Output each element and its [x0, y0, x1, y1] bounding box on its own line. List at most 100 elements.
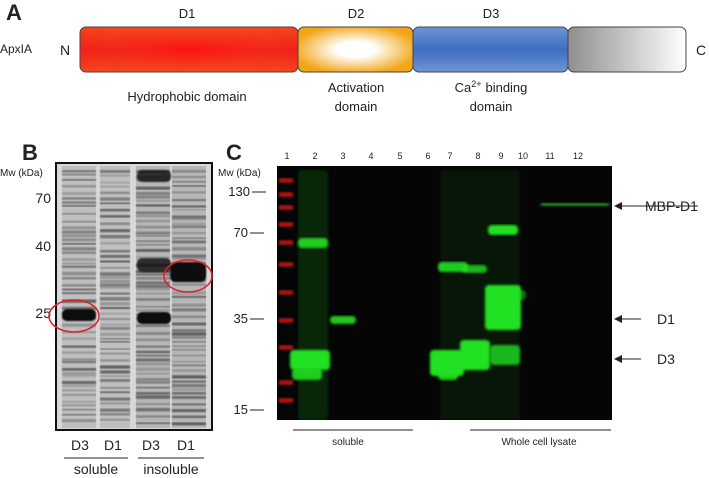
domain-description: Hydrophobic domain [127, 89, 246, 104]
gel [55, 162, 213, 431]
gel-band [100, 181, 130, 184]
gel-band [172, 205, 206, 208]
lane-number: 9 [498, 151, 503, 161]
gel-band [136, 281, 170, 285]
gel-band [172, 354, 206, 357]
gel-band [136, 324, 170, 327]
gel-band [172, 364, 206, 367]
gel-band [172, 237, 206, 240]
blot-band [330, 316, 356, 324]
gel-band [62, 351, 96, 354]
gel-band [136, 243, 170, 246]
gel-band [62, 243, 96, 245]
group-label: soluble [74, 461, 119, 477]
lane-number: 1 [284, 151, 289, 161]
ladder-band [279, 398, 293, 403]
gel-band [172, 348, 206, 351]
mw-marker: 40 [35, 238, 51, 254]
gel-band [172, 329, 206, 333]
gel-band [100, 215, 130, 218]
gel-band [62, 384, 96, 388]
gel-band [62, 238, 96, 242]
gel-band [136, 345, 170, 348]
protein-name: ApxIA [0, 42, 32, 56]
gel-band [100, 326, 130, 330]
gel-band [62, 413, 96, 416]
superscript: 2+ [471, 79, 481, 89]
ladder-band [279, 192, 293, 197]
gel-band [62, 375, 96, 377]
gel-band [172, 369, 206, 372]
ladder-band [279, 205, 293, 210]
lane-label: D3 [71, 437, 89, 453]
gel-band [172, 380, 206, 383]
gel-band [62, 271, 96, 276]
gel-band [172, 395, 206, 399]
gel-band [100, 297, 130, 301]
panel-label: C [226, 140, 242, 165]
gel-band [100, 242, 130, 245]
gel-band [100, 234, 130, 239]
gel-band [100, 318, 130, 321]
gel-band [136, 273, 170, 276]
gel-band-strong [137, 170, 171, 182]
gel-band [100, 249, 130, 253]
gel-band [62, 284, 96, 287]
gel-band [62, 247, 96, 251]
gel-band [172, 170, 206, 173]
domain-d3 [412, 26, 569, 73]
gel-band [172, 208, 206, 211]
gel-band [100, 408, 130, 412]
panel-label: B [22, 140, 38, 165]
gel-band [136, 204, 170, 207]
gel-band [100, 276, 130, 279]
text: binding [485, 80, 527, 95]
gel-band [136, 195, 170, 199]
gel-band [100, 191, 130, 195]
gel-band [62, 201, 96, 204]
gel-band [172, 303, 206, 307]
n-terminus: N [60, 42, 70, 58]
gel-band [62, 403, 96, 407]
gel-band [100, 260, 130, 263]
gel-band [136, 358, 170, 362]
gel-band [62, 393, 96, 396]
lane-label: D1 [104, 437, 122, 453]
mw-marker: 130 [228, 184, 250, 199]
gel-band [100, 337, 130, 340]
gel-band [136, 422, 170, 425]
arrow-label: MBP-D1 [645, 198, 698, 214]
gel-band-strong [170, 262, 206, 282]
gel-band [100, 272, 130, 276]
gel-band [136, 386, 170, 389]
gel-band [136, 367, 170, 371]
mw-marker: 25 [35, 305, 51, 321]
blot [277, 166, 612, 420]
gel-band [136, 211, 170, 215]
lane-number: 10 [518, 151, 528, 161]
gel-band [62, 323, 96, 327]
gel-band [100, 418, 130, 421]
ladder-band [279, 222, 293, 227]
gel-band [172, 257, 206, 260]
gel-band [136, 298, 170, 301]
gel-band [62, 234, 96, 238]
gel-band [62, 408, 96, 411]
gel-band [136, 338, 170, 342]
lane-number: 6 [425, 151, 430, 161]
gel-band [172, 391, 206, 395]
gel-band [62, 262, 96, 265]
gel-band [100, 229, 130, 233]
gel-band [100, 286, 130, 289]
blot-band [298, 170, 328, 420]
gel-band [136, 220, 170, 223]
domain-c [567, 26, 687, 73]
gel-band [100, 306, 130, 310]
gel-band [100, 170, 130, 173]
highlight-circle [48, 299, 100, 333]
gel-band [62, 299, 96, 303]
gel-band [62, 367, 96, 371]
gel-band [62, 220, 96, 223]
gel-band [62, 306, 96, 310]
